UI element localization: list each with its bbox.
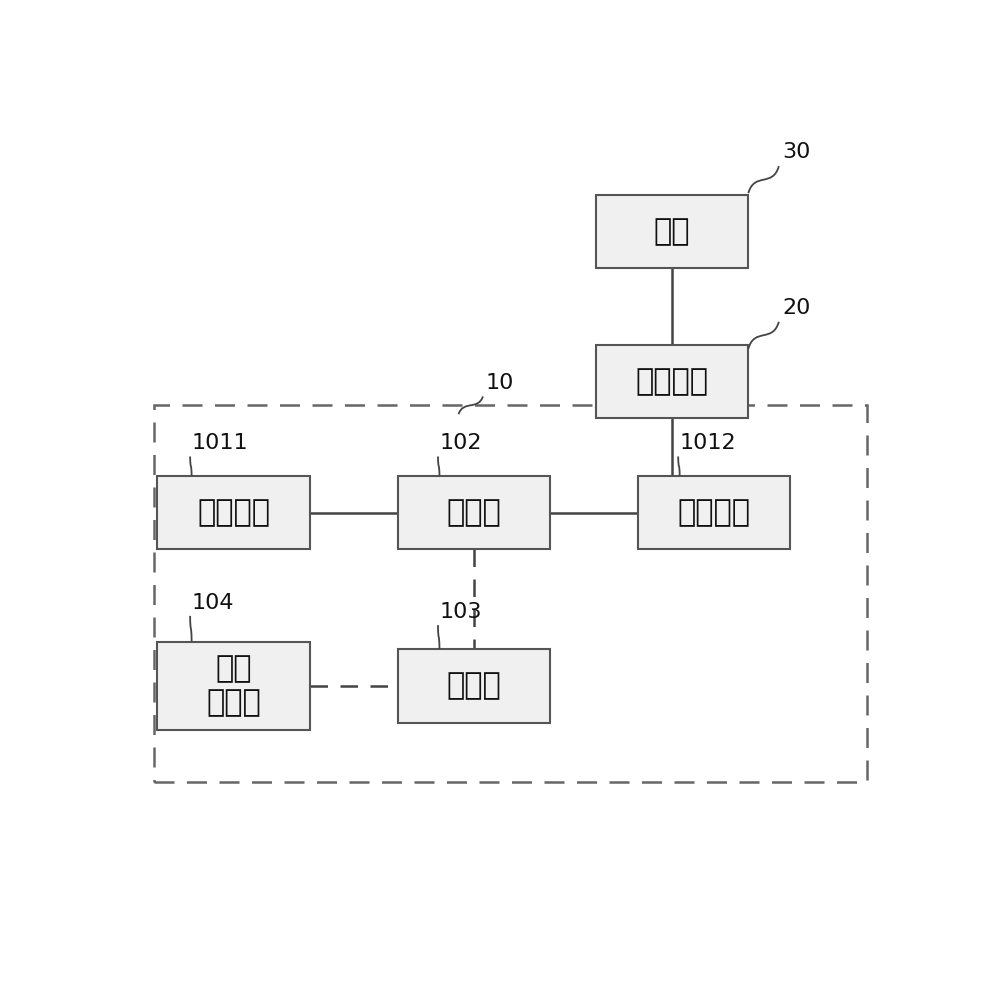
Text: 1011: 1011 bbox=[192, 433, 248, 453]
Bar bbox=[157, 476, 310, 549]
Text: 供气接口: 供气接口 bbox=[678, 498, 751, 527]
Bar bbox=[157, 642, 310, 730]
Text: 触控
显示屏: 触控 显示屏 bbox=[207, 655, 261, 717]
Bar bbox=[398, 476, 550, 549]
Text: 30: 30 bbox=[782, 142, 811, 162]
Text: 20: 20 bbox=[782, 298, 811, 318]
Text: 103: 103 bbox=[440, 602, 482, 622]
Text: 控制器: 控制器 bbox=[447, 671, 501, 700]
Bar bbox=[154, 405, 867, 782]
Text: 102: 102 bbox=[440, 433, 482, 453]
Text: 1012: 1012 bbox=[680, 433, 736, 453]
Bar bbox=[596, 195, 749, 268]
Text: 气体管路: 气体管路 bbox=[636, 367, 708, 396]
Text: 料筒: 料筒 bbox=[653, 217, 691, 246]
Text: 104: 104 bbox=[192, 593, 234, 613]
Text: 气源接口: 气源接口 bbox=[197, 498, 270, 527]
Bar bbox=[398, 649, 550, 723]
Bar bbox=[596, 345, 749, 418]
Text: 比例阀: 比例阀 bbox=[447, 498, 501, 527]
Bar bbox=[638, 476, 790, 549]
Text: 10: 10 bbox=[486, 373, 515, 393]
